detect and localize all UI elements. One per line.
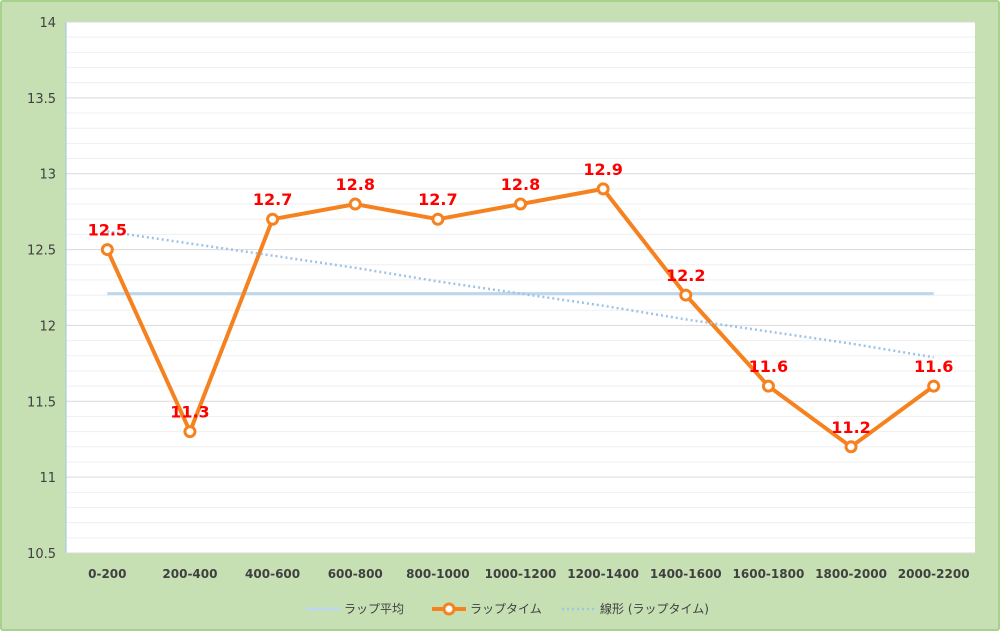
lap-time-marker: [100, 243, 114, 257]
legend-marker: [442, 602, 456, 616]
x-axis-ticks: 0-200 200-400 400-600 600-800 800-1000 1000-1…: [88, 567, 969, 581]
data-label: 11.3: [170, 403, 209, 422]
x-tick-label: 200-400: [162, 567, 217, 581]
lap-time-marker: [596, 182, 610, 196]
lap-time-marker: [844, 440, 858, 454]
data-label: 11.2: [831, 418, 870, 437]
data-label: 12.7: [418, 190, 457, 209]
y-tick-label: 10.5: [27, 547, 56, 562]
legend: ラップ平均 ラップタイム 線形 (ラップタイム): [306, 601, 709, 616]
x-tick-label: 1600-1800: [733, 567, 805, 581]
y-tick-label: 13.5: [27, 92, 56, 107]
legend-item: ラップ平均: [306, 602, 404, 616]
y-tick-label: 12.5: [27, 244, 56, 259]
lap-time-marker: [266, 212, 280, 226]
y-tick-label: 12: [39, 319, 56, 334]
legend-label: ラップタイム: [470, 602, 542, 616]
data-label: 12.8: [335, 175, 374, 194]
x-tick-label: 1800-2000: [815, 567, 887, 581]
x-tick-label: 1000-1200: [485, 567, 557, 581]
x-tick-label: 400-600: [245, 567, 300, 581]
series-group: [100, 182, 941, 454]
legend-item: ラップタイム: [432, 602, 542, 616]
data-label: 12.5: [88, 221, 127, 240]
trendline: [107, 230, 934, 359]
x-tick-label: 800-1000: [406, 567, 469, 581]
lap-time-marker: [431, 212, 445, 226]
lap-time-marker: [183, 425, 197, 439]
lap-time-marker: [514, 197, 527, 211]
x-tick-label: 1200-1400: [567, 567, 639, 581]
x-tick-label: 2000-2200: [898, 567, 970, 581]
plot-area: [66, 22, 975, 553]
data-labels: 12.5 11.3 12.7 12.8 12.7 12.8 12.9 12.2 11.6 11.2…: [88, 160, 954, 437]
data-label: 11.6: [914, 357, 953, 376]
data-label: 12.2: [666, 266, 705, 285]
data-label: 12.8: [501, 175, 540, 194]
lap-time-marker: [348, 197, 362, 211]
data-label: 12.7: [253, 190, 292, 209]
legend-label: 線形 (ラップタイム): [600, 601, 709, 616]
data-label: 11.6: [749, 357, 788, 376]
y-tick-label: 11: [39, 471, 56, 486]
x-tick-label: 1400-1600: [650, 567, 722, 581]
x-tick-label: 600-800: [328, 567, 383, 581]
lap-time-marker: [927, 379, 941, 393]
legend-label: ラップ平均: [344, 602, 404, 616]
lap-time-marker: [761, 379, 775, 393]
y-axis-ticks: 10.5 11 11.5 12 12.5 13 13.5 14: [27, 16, 56, 562]
lap-time-marker: [679, 288, 693, 302]
x-tick-label: 0-200: [88, 567, 126, 581]
y-tick-label: 11.5: [27, 395, 56, 410]
data-label: 12.9: [583, 160, 622, 179]
y-tick-label: 14: [39, 16, 56, 31]
y-tick-label: 13: [39, 168, 56, 183]
legend-item: 線形 (ラップタイム): [562, 601, 709, 616]
axes: [65, 22, 975, 554]
